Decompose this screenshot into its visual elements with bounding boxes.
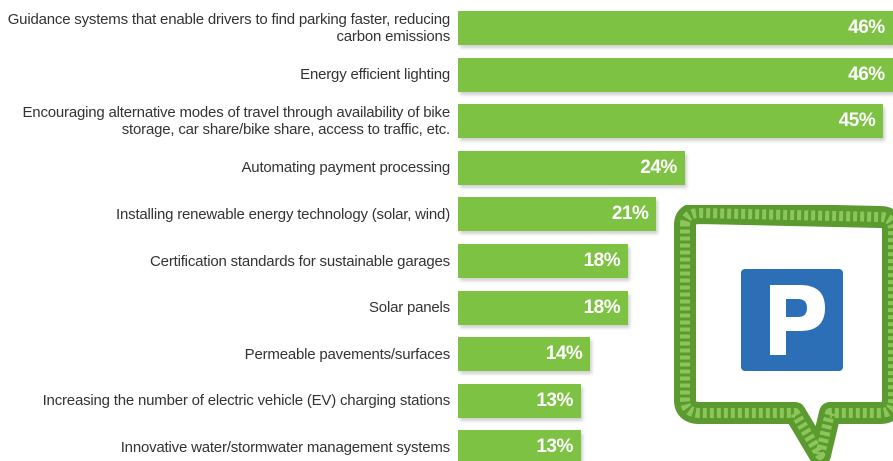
bar: [458, 337, 591, 372]
category-label: Permeable pavements/surfaces: [244, 345, 451, 363]
value-label: 24%: [640, 156, 677, 178]
value-label: 13%: [536, 436, 573, 458]
bar: [458, 383, 581, 418]
category-label: Energy efficient lighting: [300, 66, 450, 84]
bar: [458, 244, 629, 278]
bar: [458, 104, 884, 139]
value-label: 46%: [848, 17, 885, 38]
value-label: 18%: [583, 296, 621, 318]
bar: [458, 57, 893, 92]
category-label: Certification standards for sustainable …: [150, 252, 450, 270]
category-label: Automating payment processing: [241, 159, 451, 177]
value-label: 18%: [583, 250, 621, 271]
category-label: Encouraging alternative modes of travel …: [22, 104, 451, 139]
category-label: Installing renewable energy technology (…: [116, 205, 450, 223]
category-label: Increasing the number of electric vehicl…: [42, 392, 451, 410]
category-label: Innovative water/stormwater management s…: [120, 438, 450, 456]
bar: [458, 430, 581, 461]
value-label: 46%: [848, 63, 885, 85]
category-label: Solar panels: [369, 299, 450, 317]
value-label: 45%: [838, 110, 876, 132]
value-label: 14%: [545, 343, 583, 365]
parking-icon: [674, 205, 893, 461]
bar: [458, 290, 629, 325]
value-label: 21%: [611, 203, 649, 225]
bar: [458, 11, 893, 45]
bar: [458, 150, 685, 185]
value-label: 13%: [536, 389, 573, 411]
bar: [458, 197, 657, 232]
category-label: Guidance systems that enable drivers to …: [7, 11, 450, 45]
